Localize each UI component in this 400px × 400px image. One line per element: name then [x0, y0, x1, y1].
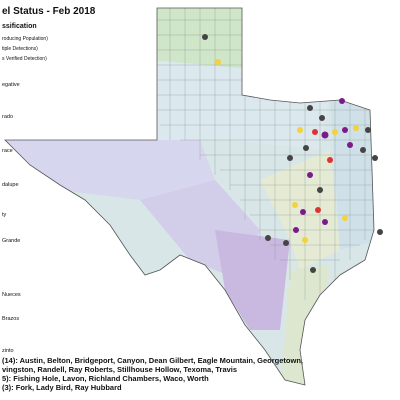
dot	[292, 202, 298, 208]
basin-label: ty	[2, 212, 7, 218]
basin-label: Brazos	[2, 316, 19, 322]
note-line: 5): Fishing Hole, Lavon, Richland Chambe…	[2, 374, 209, 383]
dot	[310, 267, 316, 273]
legend-item: s Verified Detection)	[2, 56, 47, 62]
dot	[293, 227, 299, 233]
dot	[303, 145, 309, 151]
legend-item: roducing Population)	[2, 36, 48, 42]
map-title: el Status - Feb 2018	[2, 6, 96, 17]
dot	[342, 215, 348, 221]
basin-label: dalupe	[2, 182, 19, 188]
basin-label: race	[2, 148, 13, 154]
note-line: (14): Austin, Belton, Bridgeport, Canyon…	[2, 356, 303, 365]
detection-dots	[202, 34, 383, 273]
legend-title: ssification	[2, 23, 37, 30]
legend-item: tiple Detections)	[2, 46, 38, 52]
dot	[283, 240, 289, 246]
dot	[321, 131, 329, 139]
dot	[365, 127, 371, 133]
basin-label: rado	[2, 114, 13, 120]
dot	[327, 157, 333, 163]
dot	[302, 237, 308, 243]
dot	[342, 127, 348, 133]
dot	[297, 127, 303, 133]
note-line: (3): Fork, Lady Bird, Ray Hubbard	[2, 383, 122, 392]
note-line: vingston, Randell, Ray Roberts, Stillhou…	[2, 365, 237, 374]
dot	[353, 125, 359, 131]
dot	[265, 235, 271, 241]
dot	[202, 34, 208, 40]
dot	[339, 98, 345, 104]
dot	[215, 59, 221, 65]
dot	[322, 219, 328, 225]
dot	[307, 105, 313, 111]
dot	[372, 155, 378, 161]
dot	[317, 187, 323, 193]
dot	[347, 142, 353, 148]
basin-label: Grande	[2, 238, 20, 244]
basin-label: zinto	[2, 348, 14, 354]
basin-label: Nueces	[2, 292, 21, 298]
dot	[319, 115, 325, 121]
dot	[287, 155, 293, 161]
dot	[377, 229, 383, 235]
dot	[300, 209, 306, 215]
dot	[315, 207, 321, 213]
dot	[332, 129, 338, 135]
dot	[307, 172, 313, 178]
texas-outline	[4, 7, 375, 386]
basin-label: egative	[2, 82, 20, 88]
dot	[312, 129, 318, 135]
dot	[360, 147, 366, 153]
